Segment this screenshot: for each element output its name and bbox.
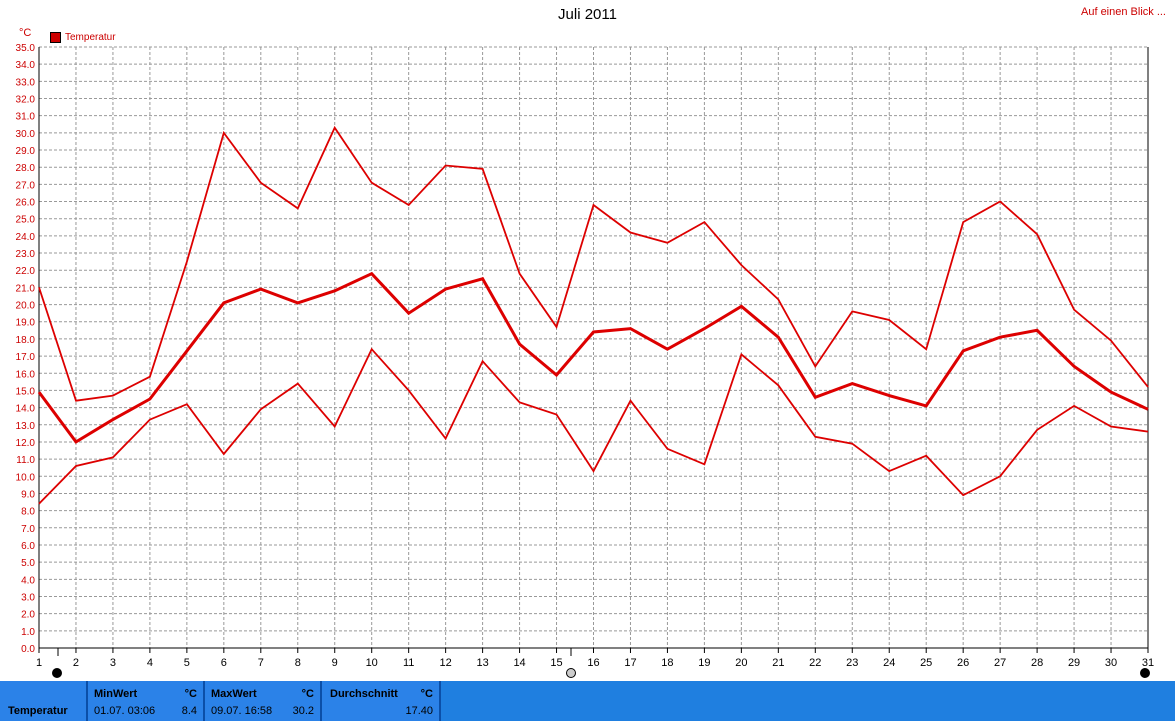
center-marker-icon[interactable] [566, 668, 576, 678]
x-tick-label: 12 [440, 657, 452, 669]
legend: Temperatur [50, 32, 116, 43]
y-tick-label: 21.0 [16, 283, 36, 294]
stats-footer: Temperatur MinWert °C 01.07. 03:06 8.4 M… [0, 681, 1175, 721]
x-tick-label: 3 [110, 657, 116, 669]
x-tick-label: 30 [1105, 657, 1117, 669]
max-value: 30.2 [292, 705, 314, 717]
legend-label: Temperatur [65, 32, 116, 43]
y-tick-label: 16.0 [16, 369, 36, 380]
y-tick-label: 29.0 [16, 146, 36, 157]
average-unit: °C [420, 688, 433, 700]
footer-series-label: Temperatur [8, 705, 68, 717]
y-tick-label: 8.0 [21, 507, 35, 518]
x-tick-label: 22 [809, 657, 821, 669]
x-tick-label: 1 [36, 657, 42, 669]
y-tick-label: 6.0 [21, 541, 35, 552]
y-tick-label: 3.0 [21, 592, 35, 603]
series-line-max [38, 125, 1149, 402]
y-tick-label: 0.0 [21, 644, 35, 655]
x-tick-label: 24 [883, 657, 895, 669]
x-tick-label: 19 [698, 657, 710, 669]
min-value-cell: MinWert °C 01.07. 03:06 8.4 [88, 681, 205, 721]
x-tick-label: 26 [957, 657, 969, 669]
temperature-chart: 0.01.02.03.04.05.06.07.08.09.010.011.012… [16, 43, 1154, 678]
y-tick-label: 17.0 [16, 352, 36, 363]
x-tick-label: 7 [258, 657, 264, 669]
max-header: MaxWert [211, 688, 257, 700]
y-tick-label: 23.0 [16, 249, 36, 260]
y-tick-label: 28.0 [16, 163, 36, 174]
y-tick-label: 34.0 [16, 60, 36, 71]
y-tick-label: 31.0 [16, 112, 36, 123]
y-tick-label: 14.0 [16, 404, 36, 415]
x-tick-label: 15 [550, 657, 562, 669]
y-tick-label: 19.0 [16, 318, 36, 329]
x-tick-label: 23 [846, 657, 858, 669]
x-tick-label: 27 [994, 657, 1006, 669]
x-tick-label: 8 [295, 657, 301, 669]
y-tick-label: 11.0 [16, 455, 35, 466]
min-unit: °C [184, 688, 197, 700]
x-tick-label: 28 [1031, 657, 1043, 669]
x-tick-label: 9 [332, 657, 338, 669]
min-timestamp: 01.07. 03:06 [94, 705, 156, 717]
series-line-avg [37, 271, 1149, 444]
y-tick-label: 20.0 [16, 301, 36, 312]
x-tick-label: 4 [147, 657, 153, 669]
y-tick-label: 12.0 [16, 438, 36, 449]
min-header: MinWert [94, 688, 138, 700]
y-tick-label: 13.0 [16, 421, 36, 432]
y-tick-label: 26.0 [16, 198, 36, 209]
x-tick-label: 21 [772, 657, 784, 669]
y-tick-label: 27.0 [16, 180, 36, 191]
x-tick-label: 18 [661, 657, 673, 669]
x-tick-label: 25 [920, 657, 932, 669]
x-tick-label: 13 [476, 657, 488, 669]
end-marker-icon[interactable] [1140, 668, 1150, 678]
y-tick-label: 25.0 [16, 215, 36, 226]
y-tick-label: 9.0 [21, 489, 35, 500]
y-tick-label: 22.0 [16, 266, 36, 277]
x-tick-label: 14 [513, 657, 525, 669]
max-unit: °C [301, 688, 314, 700]
average-header: Durchschnitt [330, 688, 398, 700]
y-axis-unit: °C [19, 27, 32, 39]
y-tick-label: 15.0 [16, 386, 36, 397]
y-tick-label: 33.0 [16, 77, 36, 88]
y-tick-label: 10.0 [16, 472, 36, 483]
x-tick-label: 29 [1068, 657, 1080, 669]
start-marker-icon[interactable] [52, 668, 62, 678]
y-tick-label: 35.0 [16, 43, 36, 54]
x-tick-label: 11 [403, 657, 414, 669]
x-tick-label: 16 [587, 657, 599, 669]
y-tick-label: 24.0 [16, 232, 36, 243]
x-tick-label: 17 [624, 657, 636, 669]
max-timestamp: 09.07. 16:58 [211, 705, 273, 717]
y-tick-label: 7.0 [21, 524, 35, 535]
max-value-cell: MaxWert °C 09.07. 16:58 30.2 [205, 681, 322, 721]
y-tick-label: 5.0 [21, 558, 35, 569]
x-tick-label: 2 [73, 657, 79, 669]
y-tick-label: 1.0 [21, 627, 35, 638]
min-value: 8.4 [181, 705, 197, 717]
y-tick-label: 32.0 [16, 95, 36, 106]
y-tick-label: 4.0 [21, 575, 35, 586]
overview-link[interactable]: Auf einen Blick ... [1081, 6, 1166, 18]
x-tick-label: 10 [366, 657, 378, 669]
series-line-min [38, 347, 1149, 505]
footer-series-cell: Temperatur [0, 681, 88, 721]
x-tick-label: 31 [1142, 657, 1154, 669]
y-tick-label: 30.0 [16, 129, 36, 140]
x-tick-label: 20 [735, 657, 747, 669]
average-value: 17.40 [405, 705, 433, 717]
chart-title: Juli 2011 [558, 6, 617, 23]
y-tick-label: 18.0 [16, 335, 36, 346]
x-tick-label: 6 [221, 657, 227, 669]
x-tick-label: 5 [184, 657, 190, 669]
average-value-cell: Durchschnitt °C 17.40 [322, 681, 441, 721]
legend-swatch [50, 32, 61, 43]
y-tick-label: 2.0 [21, 610, 35, 621]
